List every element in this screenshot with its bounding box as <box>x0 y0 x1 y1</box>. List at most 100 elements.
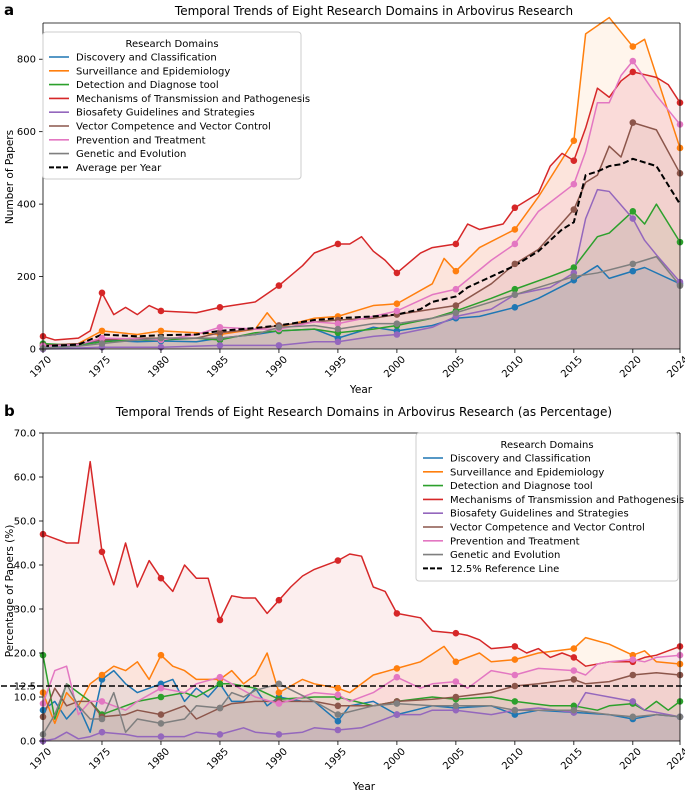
x-tick-label-2024: 2024 <box>665 354 685 380</box>
marker-vector-competence-and-vector-control-2005 <box>452 693 460 701</box>
legend-label-surveillance-and-epidemiology: Surveillance and Epidemiology <box>450 467 604 478</box>
legend-a-title: Research Domains <box>125 39 218 50</box>
chart-b: b Temporal Trends of Eight Research Doma… <box>0 402 685 792</box>
marker-prevention-and-treatment-2000 <box>393 673 401 681</box>
marker-genetic-and-evolution-2015 <box>570 273 578 280</box>
chart-b-xlabel: Year <box>352 781 376 792</box>
y-tick-label-20: 20.0 <box>14 649 36 660</box>
marker-genetic-and-evolution-1990 <box>275 680 283 688</box>
x-tick-label-1995: 1995 <box>323 354 349 380</box>
line-surveillance-and-epidemiology <box>42 16 681 347</box>
marker-surveillance-and-epidemiology-1975 <box>98 327 106 335</box>
y-tick-label-10: 10.0 <box>14 693 36 704</box>
area-prevention-and-treatment <box>43 655 680 741</box>
y-tick-label-70: 70.0 <box>14 429 36 440</box>
line-discovery-and-classification <box>42 264 681 350</box>
line-biosafety-guidelines-and-strategies <box>42 188 681 350</box>
marker-prevention-and-treatment-1995 <box>334 320 342 327</box>
legend-label-genetic-and-evolution: Genetic and Evolution <box>450 550 560 561</box>
y-tick-label-200: 200 <box>17 272 36 283</box>
chart-b-ylabel: Percentage of Papers (%) <box>4 525 16 658</box>
legend-a-box <box>42 31 302 180</box>
marker-surveillance-and-epidemiology-2005 <box>452 267 460 275</box>
legend-label-vector-competence-and-vector-control: Vector Competence and Vector Control <box>76 122 271 133</box>
marker-detection-and-diagnose-tool-1980 <box>157 693 165 701</box>
marker-genetic-and-evolution-1980 <box>157 720 165 727</box>
marker-vector-competence-and-vector-control-2010 <box>511 260 519 268</box>
marker-surveillance-and-epidemiology-1975 <box>98 671 106 679</box>
marker-prevention-and-treatment-1975 <box>98 334 106 342</box>
y-tick-label-50: 50.0 <box>14 517 36 528</box>
marker-mechanisms-of-transmission-and-pathogenesis-2005 <box>452 240 460 248</box>
marker-mechanisms-of-transmission-and-pathogenesis-1980 <box>157 574 165 582</box>
x-tick-label-2020: 2020 <box>618 746 644 772</box>
marker-biosafety-guidelines-and-strategies-2020 <box>629 698 637 705</box>
marker-mechanisms-of-transmission-and-pathogenesis-2000 <box>393 610 401 617</box>
chart-a-xlabel: Year <box>349 384 373 396</box>
x-tick-label-1975: 1975 <box>87 746 113 772</box>
x-tick-label-1980: 1980 <box>146 354 172 380</box>
legend-label-mechanisms-of-transmission-and-pathogenesis: Mechanisms of Transmission and Pathogene… <box>76 94 310 105</box>
area-surveillance-and-epidemiology <box>43 637 680 741</box>
marker-mechanisms-of-transmission-and-pathogenesis-2000 <box>393 269 401 277</box>
area-surveillance-and-epidemiology <box>43 17 680 349</box>
marker-vector-competence-and-vector-control-2005 <box>452 302 460 309</box>
marker-mechanisms-of-transmission-and-pathogenesis-2015 <box>570 157 578 164</box>
x-tick-label-2010: 2010 <box>500 354 526 380</box>
x-tick-label-1985: 1985 <box>205 354 231 380</box>
marker-biosafety-guidelines-and-strategies-2000 <box>393 331 401 338</box>
line-prevention-and-treatment <box>42 60 681 347</box>
legend-label-average-per-year: Average per Year <box>76 163 162 174</box>
y-tick-label-0: 0.0 <box>20 737 36 748</box>
line-prevention-and-treatment <box>42 654 681 716</box>
marker-vector-competence-and-vector-control-2010 <box>511 682 519 690</box>
marker-prevention-and-treatment-2020 <box>629 57 637 65</box>
x-tick-label-2005: 2005 <box>441 746 467 772</box>
marker-surveillance-and-epidemiology-2015 <box>570 137 578 145</box>
marker-biosafety-guidelines-and-strategies-1995 <box>334 338 342 346</box>
area-mechanisms-of-transmission-and-pathogenesis <box>43 461 680 741</box>
marker-surveillance-and-epidemiology-1980 <box>157 651 165 659</box>
marker-genetic-and-evolution-1990 <box>275 323 283 331</box>
y-tick-label-800: 800 <box>17 55 36 66</box>
marker-vector-competence-and-vector-control-1985 <box>216 329 224 337</box>
panel-label-a: a <box>4 1 14 19</box>
marker-genetic-and-evolution-2020 <box>629 260 637 268</box>
marker-mechanisms-of-transmission-and-pathogenesis-2020 <box>629 68 637 76</box>
legend-b-title: Research Domains <box>500 440 593 451</box>
x-tick-label-1995: 1995 <box>323 746 349 772</box>
marker-genetic-and-evolution-1975 <box>98 340 106 347</box>
marker-genetic-and-evolution-1975 <box>98 715 106 723</box>
y-tick-label-40: 40.0 <box>14 561 36 572</box>
legend-label-detection-and-diagnose-tool: Detection and Diagnose tool <box>450 481 593 492</box>
marker-genetic-and-evolution-2010 <box>511 706 519 714</box>
marker-prevention-and-treatment-1995 <box>334 691 342 699</box>
legend-label-detection-and-diagnose-tool: Detection and Diagnose tool <box>76 80 219 91</box>
marker-genetic-and-evolution-2015 <box>570 706 578 714</box>
marker-prevention-and-treatment-1975 <box>98 698 106 705</box>
chart-b-title: Temporal Trends of Eight Research Domain… <box>115 405 612 419</box>
marker-genetic-and-evolution-2000 <box>393 320 401 327</box>
x-tick-label-2000: 2000 <box>382 354 408 380</box>
legend-label-mechanisms-of-transmission-and-pathogenesis: Mechanisms of Transmission and Pathogene… <box>450 495 684 506</box>
marker-surveillance-and-epidemiology-2000 <box>393 300 401 308</box>
x-tick-label-2024: 2024 <box>665 746 685 772</box>
marker-detection-and-diagnose-tool-2010 <box>511 698 519 705</box>
x-tick-label-2015: 2015 <box>559 354 585 380</box>
marker-genetic-and-evolution-2020 <box>629 713 637 721</box>
marker-genetic-and-evolution-2005 <box>452 309 460 317</box>
legend-label-surveillance-and-epidemiology: Surveillance and Epidemiology <box>76 66 230 77</box>
marker-genetic-and-evolution-2010 <box>511 291 519 298</box>
marker-genetic-and-evolution-2005 <box>452 702 460 710</box>
x-tick-label-1970: 1970 <box>28 746 54 772</box>
y-tick-label-0: 0 <box>30 345 36 356</box>
area-genetic-and-evolution <box>43 256 680 349</box>
x-tick-label-2010: 2010 <box>500 746 526 772</box>
marker-prevention-and-treatment-1985 <box>216 673 224 681</box>
marker-biosafety-guidelines-and-strategies-1995 <box>334 726 342 734</box>
line-detection-and-diagnose-tool <box>42 655 681 720</box>
chart-a-ylabel: Number of Papers <box>4 130 16 224</box>
area-genetic-and-evolution <box>43 683 680 741</box>
y-tick-label-12-5: 12.5 <box>14 682 36 693</box>
